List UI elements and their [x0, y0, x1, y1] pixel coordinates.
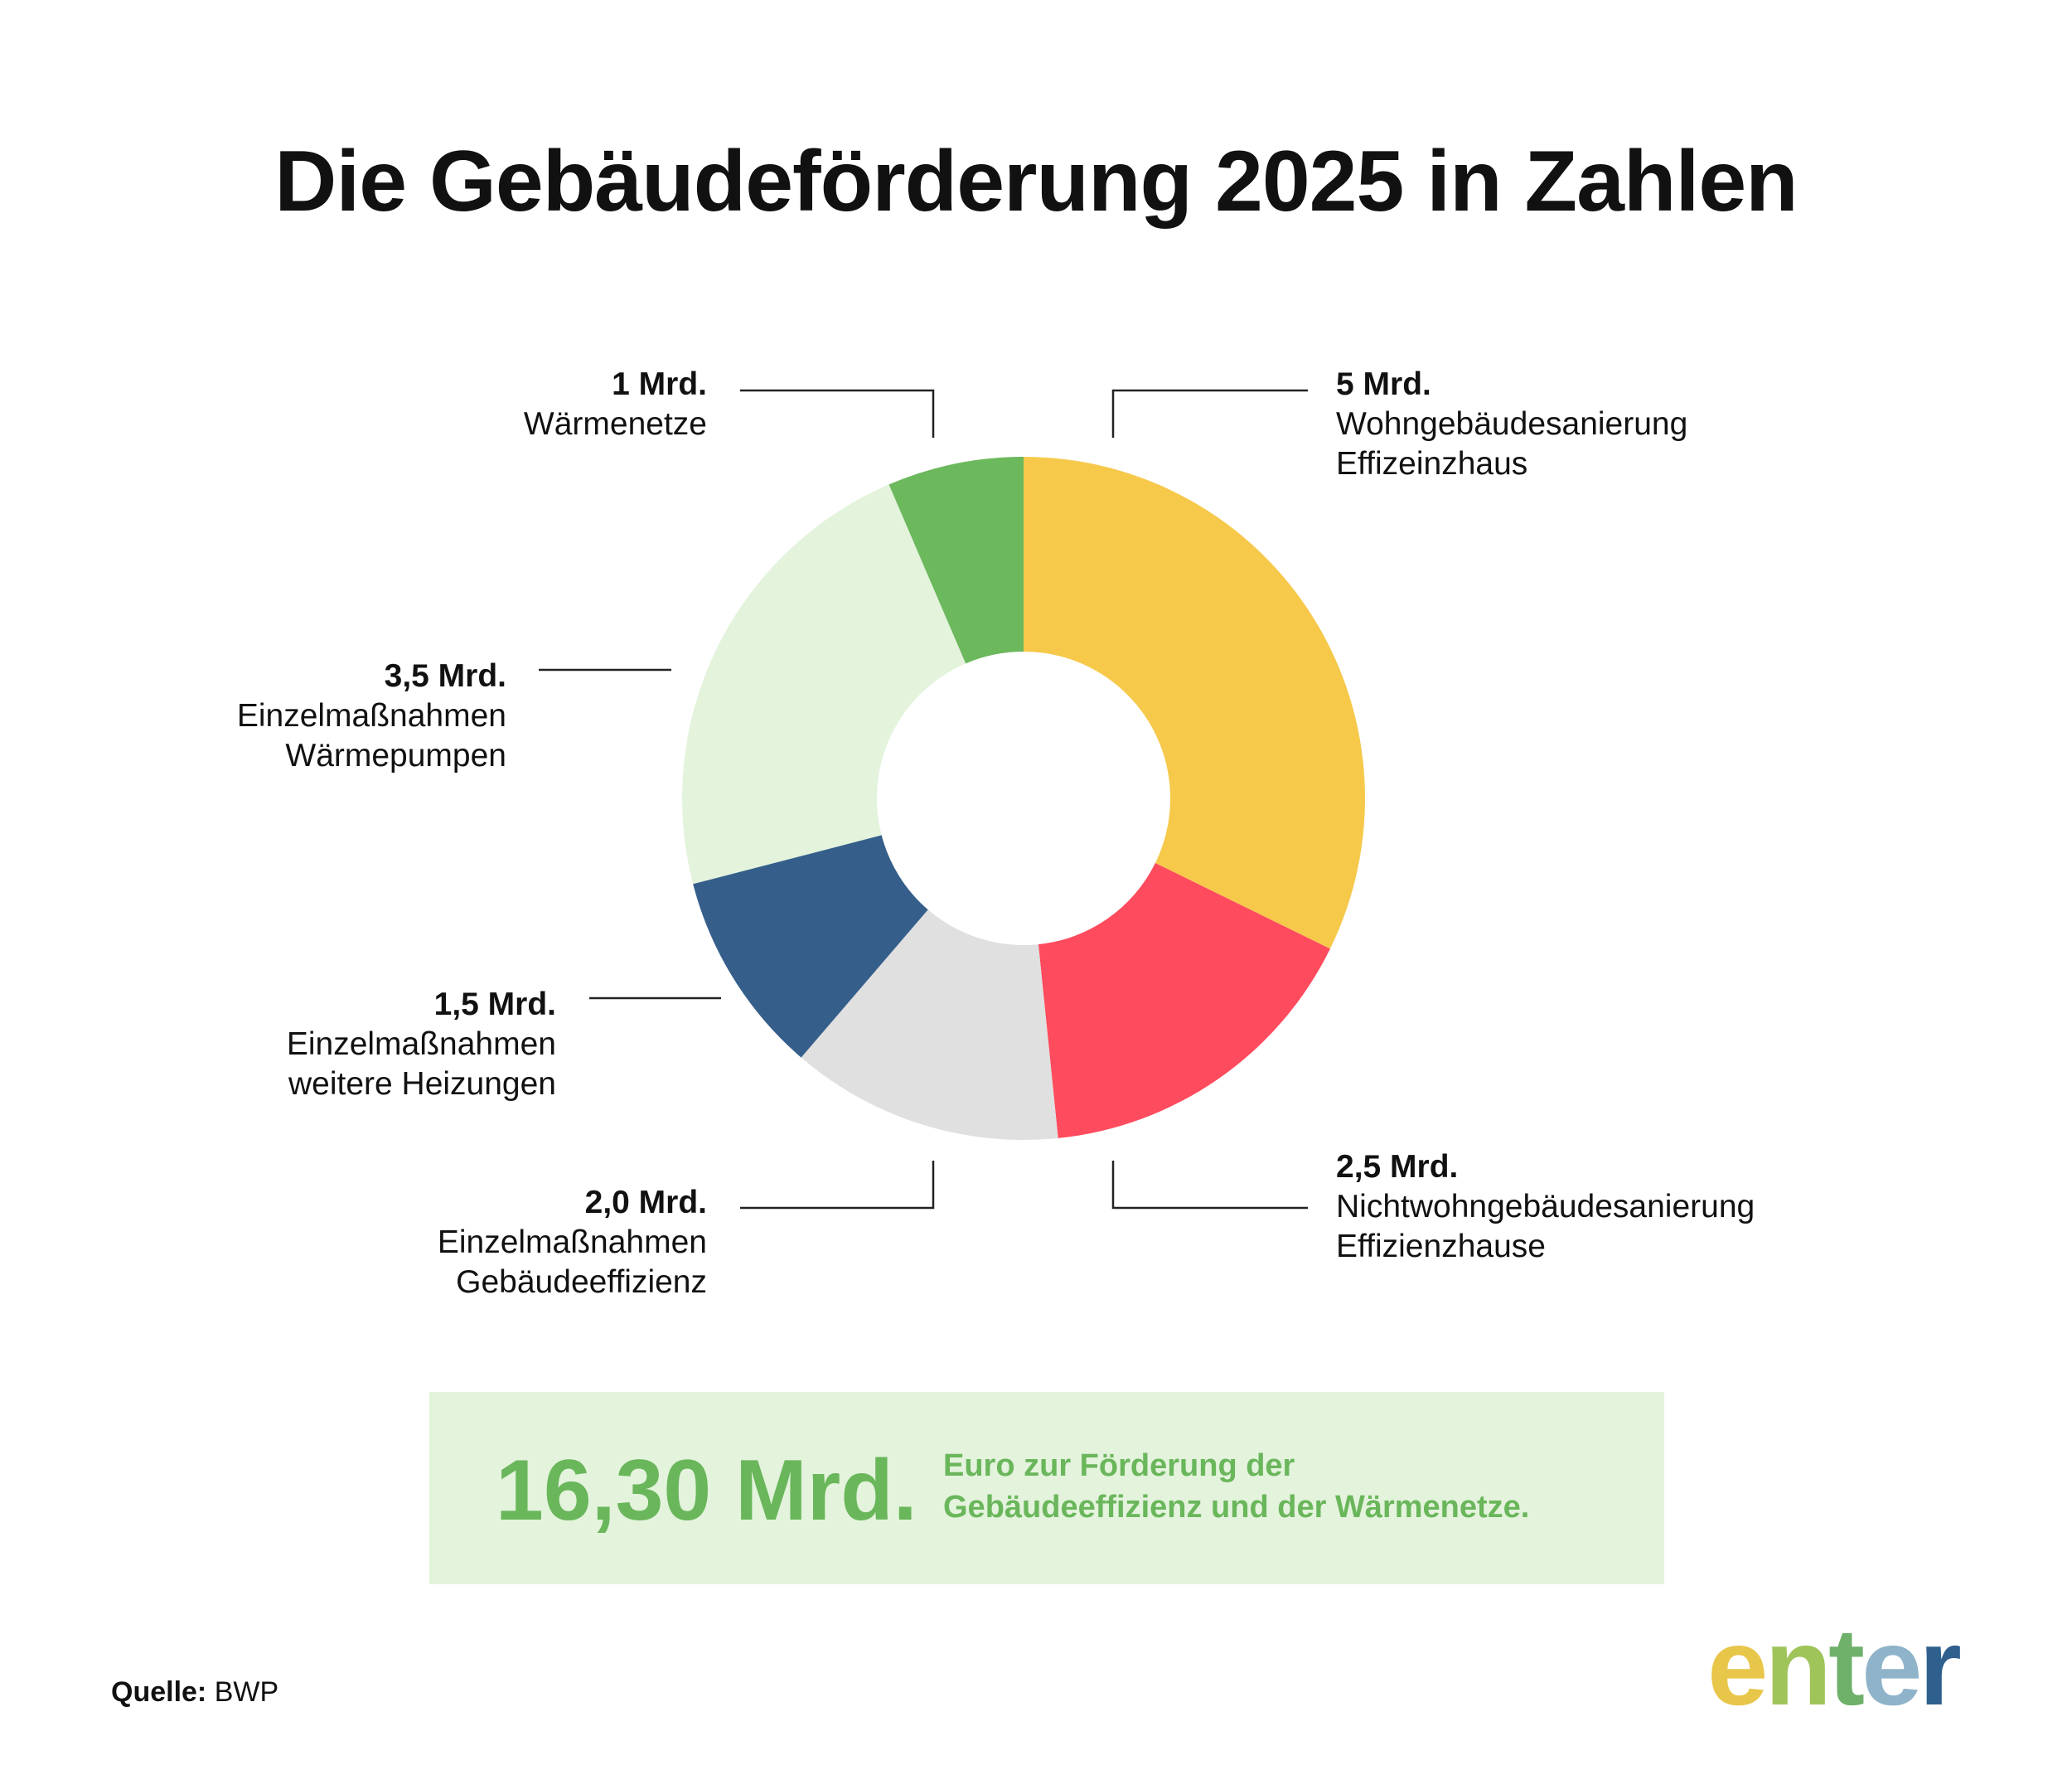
label-name-line: Einzelmaßnahmen	[437, 1224, 707, 1260]
source-note: Quelle: BWP	[111, 1676, 278, 1709]
label-name-line: Einzelmaßnahmen	[286, 1026, 556, 1062]
logo-letter: t	[1828, 1606, 1865, 1728]
donut-chart	[539, 389, 1365, 1210]
leader-lines	[539, 389, 1308, 1210]
label-name-line: Einzelmaßnahmen	[236, 698, 506, 734]
enter-logo: enter	[1707, 1604, 1962, 1729]
label-value: 1,5 Mrd.	[433, 987, 556, 1022]
total-description: Euro zur Förderung der Gebäudeeffizienz …	[943, 1445, 1529, 1528]
donut-slices	[682, 457, 1365, 1140]
label-name-line: Effizienzhause	[1336, 1229, 1546, 1264]
source-label: Quelle:	[111, 1676, 207, 1708]
label-name-line: Gebäudeeffizienz	[456, 1264, 707, 1300]
label-value: 2,0 Mrd.	[584, 1185, 707, 1220]
label-name-line: Wärmepumpen	[285, 738, 506, 773]
total-text-line: Gebäudeeffizienz und der Wärmenetze.	[943, 1490, 1530, 1525]
label-nichtwohngebaeude: 2,5 Mrd. Nichtwohngebäudesanierung Effiz…	[1336, 1147, 1755, 1267]
donut-slice	[888, 457, 1024, 664]
logo-letter: r	[1919, 1606, 1961, 1728]
donut-slice	[1038, 862, 1330, 1138]
label-name-line: Effizeinzhaus	[1336, 446, 1528, 482]
donut-slice	[801, 909, 1058, 1140]
page-title: Die Gebäudeförderung 2025 in Zahlen	[274, 133, 1798, 230]
label-value: 5 Mrd.	[1336, 366, 1431, 402]
logo-letter: n	[1765, 1606, 1832, 1728]
leader-line	[740, 389, 935, 438]
donut-slice	[1024, 457, 1365, 949]
label-gebaeudeeffizienz: 2,0 Mrd. Einzelmaßnahmen Gebäudeeffizien…	[438, 1183, 707, 1302]
leader-line	[1111, 1161, 1308, 1210]
label-value: 3,5 Mrd.	[384, 658, 506, 694]
total-text-line: Euro zur Förderung der	[943, 1448, 1295, 1483]
label-value: 1 Mrd.	[612, 366, 707, 402]
label-name-line: Wohngebäudesanierung	[1336, 406, 1688, 442]
label-name-line: Wärmenetze	[523, 406, 707, 442]
donut-slice	[682, 484, 966, 885]
label-weitere-heizungen: 1,5 Mrd. Einzelmaßnahmen weitere Heizung…	[287, 985, 556, 1104]
label-waermepumpen: 3,5 Mrd. Einzelmaßnahmen Wärmepumpen	[237, 657, 506, 776]
label-waermenetze: 1 Mrd. Wärmenetze	[524, 365, 707, 444]
source-value: BWP	[214, 1676, 279, 1708]
label-name-line: Nichtwohngebäudesanierung	[1336, 1189, 1755, 1224]
label-name-line: weitere Heizungen	[288, 1066, 556, 1102]
label-value: 2,5 Mrd.	[1336, 1149, 1459, 1185]
logo-letter: e	[1707, 1606, 1768, 1728]
leader-line	[740, 1161, 935, 1210]
total-box: 16,30 Mrd. Euro zur Förderung der Gebäud…	[429, 1392, 1664, 1584]
total-value: 16,30 Mrd.	[496, 1443, 917, 1539]
leader-line	[1111, 389, 1308, 438]
logo-letter: e	[1861, 1606, 1922, 1728]
label-wohngebaeude: 5 Mrd. Wohngebäudesanierung Effizeinzhau…	[1336, 365, 1687, 484]
donut-slice	[693, 835, 928, 1058]
